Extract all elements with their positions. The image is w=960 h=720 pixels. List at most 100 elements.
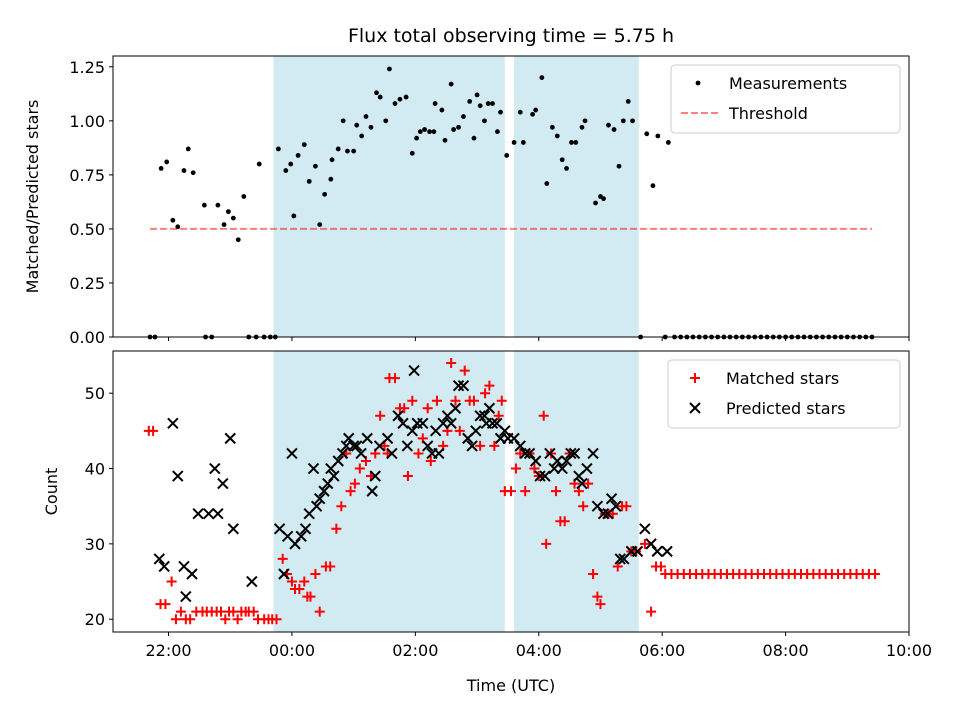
y-axis-label: Matched/Predicted stars bbox=[23, 100, 42, 294]
legend: Measurements Threshold bbox=[670, 64, 901, 134]
y-tick-label: 0.50 bbox=[69, 220, 105, 239]
measurement-point bbox=[201, 202, 207, 208]
measurement-point bbox=[474, 92, 480, 98]
predicted-star-marker bbox=[421, 440, 434, 452]
observing-window bbox=[273, 351, 505, 632]
predicted-star-marker bbox=[192, 508, 204, 520]
predicted-star-marker bbox=[314, 492, 326, 505]
predicted-star-marker bbox=[397, 417, 409, 430]
matched-star-marker bbox=[310, 568, 321, 579]
y-tick-label: 50 bbox=[85, 384, 105, 403]
measurement-point bbox=[620, 118, 626, 124]
predicted-star-marker bbox=[286, 447, 298, 460]
predicted-star-marker bbox=[631, 545, 644, 558]
y-tick-label: 20 bbox=[85, 610, 105, 629]
measurement-point bbox=[448, 81, 454, 87]
legend-marker-predicted bbox=[689, 402, 701, 414]
matched-star-marker bbox=[493, 410, 504, 421]
predicted-star-marker bbox=[551, 455, 563, 467]
legend-label: Predicted stars bbox=[726, 399, 846, 418]
measurement-point bbox=[665, 140, 671, 145]
measurement-point bbox=[275, 146, 281, 152]
predicted-star-marker bbox=[568, 447, 581, 460]
y-tick-label: 30 bbox=[85, 535, 105, 554]
measurement-point bbox=[291, 213, 297, 219]
y-tick-label: 0.00 bbox=[69, 328, 105, 347]
matched-star-marker bbox=[541, 538, 552, 549]
matched-star-marker bbox=[450, 395, 461, 406]
measurement-point bbox=[644, 131, 650, 137]
matched-star-marker bbox=[349, 478, 360, 489]
predicted-star-marker bbox=[534, 470, 546, 482]
matched-star-marker bbox=[588, 568, 599, 579]
predicted-star-marker bbox=[227, 523, 240, 535]
measurement-point bbox=[432, 101, 438, 106]
matched-star-marker bbox=[336, 501, 347, 512]
predicted-star-marker bbox=[581, 462, 593, 475]
measurement-point bbox=[427, 129, 432, 135]
measurement-point bbox=[288, 161, 294, 167]
matched-star-marker bbox=[559, 516, 570, 527]
predicted-star-marker bbox=[587, 447, 599, 460]
measurement-point bbox=[471, 135, 477, 141]
matched-star-marker bbox=[271, 614, 282, 625]
measurement-point bbox=[397, 96, 403, 102]
measurement-point bbox=[490, 101, 495, 106]
x-axis-label: Time (UTC) bbox=[466, 676, 555, 695]
matched-star-marker bbox=[506, 486, 516, 497]
observing-window bbox=[514, 56, 639, 337]
matched-star-marker bbox=[480, 388, 491, 399]
legend-marker-measurements bbox=[695, 80, 701, 86]
predicted-star-marker bbox=[483, 402, 496, 414]
predicted-star-marker bbox=[355, 447, 367, 460]
figure-title: Flux total observing time = 5.75 h bbox=[348, 25, 674, 47]
measurement-point bbox=[573, 140, 579, 145]
measurement-point bbox=[363, 114, 369, 119]
y-tick-label: 40 bbox=[85, 460, 105, 479]
x-tick-label: 00:00 bbox=[269, 641, 315, 660]
y-tick-label: 0.25 bbox=[69, 274, 105, 293]
predicted-star-marker bbox=[499, 425, 511, 437]
measurement-point bbox=[504, 153, 510, 158]
matched-star-marker bbox=[595, 599, 606, 610]
measurement-point bbox=[477, 103, 483, 109]
matched-star-marker bbox=[166, 576, 177, 587]
measurement-point bbox=[335, 146, 341, 152]
measurement-point bbox=[164, 159, 170, 165]
matched-star-marker bbox=[170, 614, 181, 625]
measurement-point bbox=[544, 181, 550, 186]
legend-marker-matched bbox=[690, 373, 700, 383]
legend-box bbox=[667, 359, 901, 429]
measurement-point bbox=[417, 129, 423, 135]
predicted-star-marker bbox=[172, 470, 184, 482]
matched-star-marker bbox=[459, 365, 470, 376]
matched-star-marker bbox=[248, 606, 259, 617]
measurement-point bbox=[655, 133, 661, 139]
measurement-point bbox=[170, 217, 176, 223]
predicted-star-marker bbox=[597, 508, 610, 520]
observing-window bbox=[273, 56, 505, 337]
matched-star-marker bbox=[407, 395, 418, 406]
legend-box bbox=[670, 64, 901, 134]
matched-star-marker bbox=[402, 471, 413, 482]
matched-star-marker bbox=[314, 606, 325, 617]
measurement-point bbox=[241, 194, 247, 199]
matched-star-marker bbox=[578, 501, 589, 512]
predicted-star-marker bbox=[417, 417, 429, 430]
predicted-star-marker bbox=[299, 523, 312, 535]
measurement-point bbox=[295, 153, 301, 158]
legend-label: Threshold bbox=[728, 104, 808, 123]
measurement-point bbox=[650, 183, 656, 189]
matched-star-marker bbox=[345, 486, 356, 497]
predicted-star-marker bbox=[445, 417, 457, 430]
axes-frame bbox=[112, 350, 910, 633]
measurement-point bbox=[230, 215, 236, 221]
matched-star-marker bbox=[185, 614, 196, 625]
predicted-star-marker bbox=[307, 462, 320, 475]
matched-star-marker bbox=[375, 410, 386, 421]
measurement-point bbox=[482, 118, 487, 124]
measurement-point bbox=[511, 140, 517, 145]
measurement-point bbox=[625, 98, 631, 104]
y-tick-label: 0.75 bbox=[69, 166, 105, 185]
